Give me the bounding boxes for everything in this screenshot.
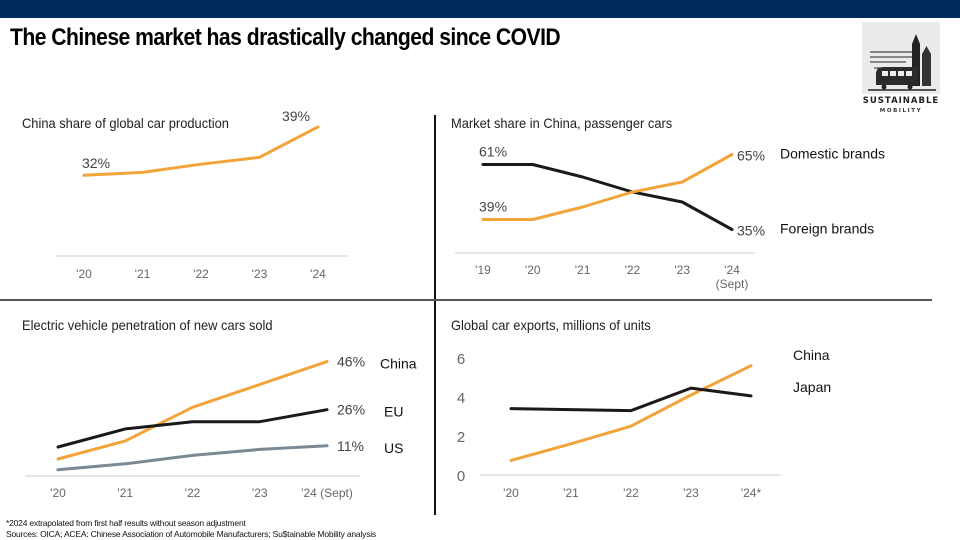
x-tick-label: '24 — [310, 267, 326, 281]
x-tick-label: '23 — [252, 267, 268, 281]
exports-chart: '20 '21 '22 '23 '24* 0 2 4 6 China Japan — [457, 347, 831, 500]
x-tick-label: '23 — [252, 486, 268, 500]
ev_penetration-series-eu-line — [56, 408, 329, 449]
series-name-label: Foreign brands — [780, 221, 874, 237]
ev-chart-title: Electric vehicle penetration of new cars… — [22, 317, 273, 333]
x-tick-label: '22 — [193, 267, 209, 281]
production-series-china-line — [82, 125, 320, 177]
logo-text-secondary: MOBILITY — [879, 108, 923, 114]
x-tick-label: '24 (Sept) — [301, 486, 353, 500]
x-tick-label: '20 — [503, 486, 519, 500]
data-label: 11% — [337, 438, 364, 454]
x-tick-label: '24 — [724, 263, 740, 277]
data-label: 32% — [82, 155, 110, 171]
data-label: 65% — [737, 148, 765, 164]
x-tick-label: '21 — [575, 263, 591, 277]
ev_penetration-series-china-line — [56, 360, 329, 461]
x-tick-label: '21 — [117, 486, 133, 500]
data-label: 35% — [737, 223, 765, 239]
ev_penetration-series-us-line — [56, 444, 329, 472]
series-name-label: Japan — [793, 379, 831, 395]
x-tick-label: '22 — [623, 486, 639, 500]
x-tick-label: '23 — [674, 263, 690, 277]
x-tick-label: '20 — [525, 263, 541, 277]
series-name-label: EU — [384, 404, 403, 420]
y-tick-label: 0 — [457, 468, 465, 485]
series-name-label: US — [384, 440, 403, 456]
data-label: 26% — [337, 402, 365, 418]
page-title: The Chinese market has drastically chang… — [10, 24, 561, 51]
x-tick-label: '24* — [741, 486, 762, 500]
market-share-chart-title: Market share in China, passenger cars — [451, 115, 673, 131]
production-chart-title: China share of global car production — [22, 115, 229, 131]
production-chart: '20 '21 '22 '23 '24 32% 39% — [55, 108, 348, 281]
data-label: 46% — [337, 354, 365, 370]
exports-series-japan-line — [509, 386, 753, 413]
logo-image — [862, 22, 940, 94]
market_share-series-foreign-brands-line — [481, 163, 734, 231]
vertical-divider — [434, 115, 436, 515]
footnote-sources: Sources: OICA; ACEA: Chinese Association… — [6, 529, 376, 539]
series-name-label: China — [793, 347, 830, 363]
x-tick-label: '20 — [50, 486, 66, 500]
x-tick-label: '22 — [185, 486, 201, 500]
market_share-series-domestic-brands-line — [481, 153, 734, 221]
exports-chart-title: Global car exports, millions of units — [451, 317, 651, 333]
x-tick-label: '20 — [76, 267, 92, 281]
series-name-label: China — [380, 356, 417, 372]
ev_penetration-chart: '20 '21 '22 '23 '24 (Sept) 46% China 26% EU 11% US — [25, 354, 417, 500]
tram-and-towers-icon — [868, 34, 936, 91]
horizontal-divider — [0, 299, 932, 301]
exports-series-china-line — [509, 364, 753, 462]
x-tick-label: '19 — [475, 263, 491, 277]
x-tick-sublabel: (Sept) — [716, 277, 749, 291]
y-tick-label: 2 — [457, 429, 465, 446]
y-tick-label: 4 — [457, 390, 465, 407]
footnote-note: *2024 extrapolated from first half resul… — [6, 518, 246, 528]
market_share-chart: '19 '20 '21 '22 '23 '24(Sept) 61% 35% Foreign br… — [455, 144, 885, 291]
x-tick-label: '21 — [135, 267, 151, 281]
data-label: 61% — [479, 144, 507, 160]
x-tick-label: '22 — [625, 263, 641, 277]
data-label: 39% — [479, 199, 507, 215]
y-tick-label: 6 — [457, 351, 465, 368]
logo: SUSTAINABLE MOBILITY — [862, 22, 940, 117]
x-tick-label: '23 — [683, 486, 699, 500]
data-label: 39% — [282, 108, 310, 124]
x-tick-label: '21 — [563, 486, 579, 500]
top-banner — [0, 0, 960, 18]
series-name-label: Domestic brands — [780, 146, 885, 162]
logo-text-primary: SUSTAINABLE — [862, 96, 940, 106]
